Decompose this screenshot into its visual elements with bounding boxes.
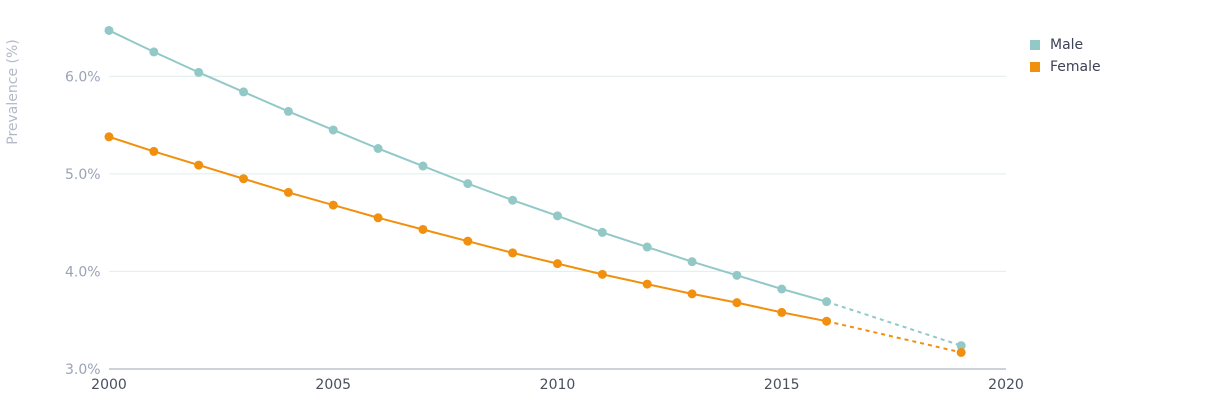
x-tick-label: 2010 <box>540 377 576 393</box>
legend-label-female: Female <box>1050 59 1101 75</box>
y-tick-label: 4.0% <box>65 264 101 280</box>
y-axis-ticks: 3.0% 4.0% 5.0% 6.0% <box>65 69 101 378</box>
x-tick-label: 2015 <box>764 377 800 393</box>
male-point-2013[interactable] <box>687 257 697 267</box>
legend-item-female[interactable]: Female <box>1030 56 1101 78</box>
y-axis-title: Prevalence (%) <box>5 39 21 145</box>
female-line <box>108 135 827 323</box>
male-point-2008[interactable] <box>463 179 473 189</box>
x-tick-label: 2020 <box>988 377 1024 393</box>
female-point-2010[interactable] <box>553 259 562 269</box>
legend-label-male: Male <box>1050 37 1084 53</box>
male-point-2004[interactable] <box>283 106 293 116</box>
male-point-2005[interactable] <box>328 125 338 135</box>
male-point-2001[interactable] <box>149 47 159 57</box>
male-point-2011[interactable] <box>597 227 607 237</box>
legend: Male Female <box>1030 34 1101 78</box>
series-male <box>104 25 966 351</box>
male-point-2012[interactable] <box>642 242 652 252</box>
female-point-2009[interactable] <box>508 248 518 258</box>
female-point-2007[interactable] <box>418 224 428 234</box>
male-point-2003[interactable] <box>239 87 249 97</box>
male-projection-line <box>826 300 962 347</box>
female-point-2008[interactable] <box>463 236 473 246</box>
female-point-2015[interactable] <box>777 307 787 317</box>
female-point-2013[interactable] <box>687 289 697 299</box>
gridlines <box>109 75 1006 370</box>
male-point-2015[interactable] <box>777 284 787 294</box>
y-tick-label: 6.0% <box>65 69 101 85</box>
legend-swatch-male <box>1030 40 1040 50</box>
female-point-2011[interactable] <box>597 269 607 279</box>
female-point-2002[interactable] <box>194 160 204 170</box>
female-projection-line <box>826 320 962 354</box>
female-point-2019[interactable] <box>956 347 966 357</box>
y-tick-label: 5.0% <box>65 167 101 183</box>
male-point-2002[interactable] <box>194 67 204 77</box>
male-point-2006[interactable] <box>373 143 383 153</box>
x-tick-label: 2000 <box>91 377 127 393</box>
x-axis-ticks: 2000 2005 2010 2015 2020 <box>91 377 1024 393</box>
female-point-2004[interactable] <box>283 187 293 197</box>
male-point-2009[interactable] <box>508 195 518 205</box>
male-point-2000[interactable] <box>104 25 114 35</box>
female-point-2003[interactable] <box>239 174 249 184</box>
female-point-2001[interactable] <box>149 146 159 156</box>
male-point-2019[interactable] <box>956 341 966 351</box>
female-point-2000[interactable] <box>104 132 114 142</box>
male-point-2016[interactable] <box>822 297 832 307</box>
male-point-2010[interactable] <box>553 211 562 221</box>
male-point-2014[interactable] <box>732 270 742 280</box>
legend-swatch-female <box>1030 62 1040 72</box>
female-point-2006[interactable] <box>373 213 383 223</box>
series-female <box>104 132 966 357</box>
x-tick-label: 2005 <box>315 377 351 393</box>
legend-item-male[interactable]: Male <box>1030 34 1101 56</box>
female-point-2012[interactable] <box>642 279 652 289</box>
female-point-2014[interactable] <box>732 298 742 308</box>
series-layer <box>104 25 966 357</box>
female-point-2005[interactable] <box>328 200 338 210</box>
male-point-2007[interactable] <box>418 161 428 171</box>
male-line <box>108 29 827 303</box>
y-tick-label: 3.0% <box>65 362 101 378</box>
female-point-2016[interactable] <box>822 316 832 326</box>
